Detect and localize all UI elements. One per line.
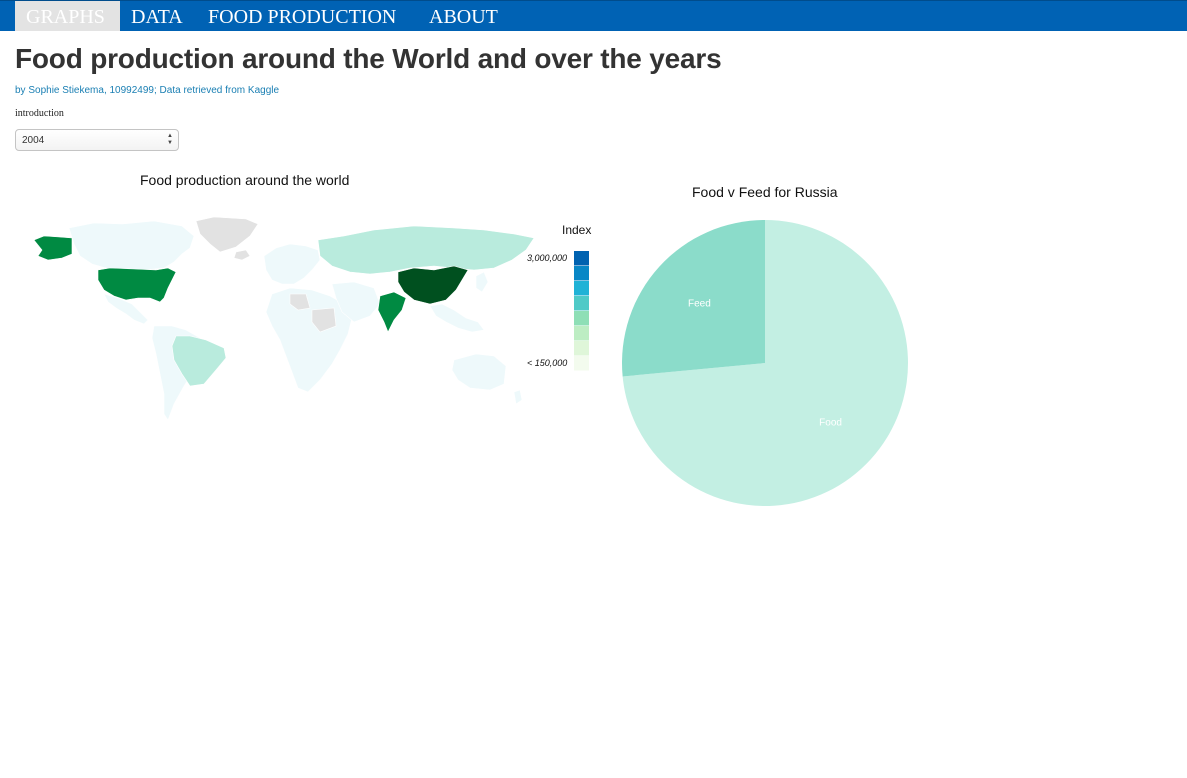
legend-swatch — [574, 326, 589, 341]
legend-swatch — [574, 311, 589, 326]
nav-data[interactable]: DATA — [131, 6, 183, 28]
country-iceland[interactable] — [233, 249, 251, 261]
legend-swatch — [574, 296, 589, 311]
country-india[interactable] — [377, 291, 407, 333]
select-arrows-icon: ▲ ▼ — [167, 133, 173, 146]
page-title: Food production around the World and ove… — [15, 43, 722, 74]
byline: by Sophie Stiekema, 10992499; Data retri… — [15, 85, 280, 96]
country-algeria[interactable] — [289, 293, 311, 311]
legend-max-label: 3,000,000 — [527, 253, 568, 263]
country-southeast-asia[interactable] — [429, 303, 485, 333]
legend-color-scale — [574, 251, 589, 371]
country-japan[interactable] — [475, 271, 489, 293]
legend-title: Index — [562, 223, 592, 237]
year-select-value: 2004 — [22, 135, 45, 146]
country-new-zealand[interactable] — [513, 389, 523, 405]
country-usa[interactable] — [97, 267, 177, 303]
country-mexico[interactable] — [103, 293, 149, 325]
country-australia[interactable] — [451, 353, 507, 391]
country-china[interactable] — [397, 265, 469, 305]
year-select[interactable]: 2004 ▲ ▼ — [15, 129, 179, 151]
legend-swatch — [574, 341, 589, 356]
legend-swatch — [574, 281, 589, 296]
pie-label-feed: Feed — [688, 298, 711, 309]
legend-swatch — [574, 251, 589, 266]
country-russia[interactable] — [317, 225, 535, 275]
country-alaska[interactable] — [33, 235, 73, 261]
legend-swatch — [574, 356, 589, 371]
country-europe[interactable] — [263, 243, 321, 285]
nav-graphs[interactable]: GRAPHS — [15, 1, 120, 31]
pie-chart: Food Feed — [622, 220, 908, 506]
nav-food-production[interactable]: FOOD PRODUCTION — [208, 6, 397, 28]
pie-slice-food[interactable] — [622, 220, 908, 506]
pie-title: Food v Feed for Russia — [692, 184, 838, 200]
country-greenland[interactable] — [195, 216, 259, 253]
legend-swatch — [574, 266, 589, 281]
map-title: Food production around the world — [140, 172, 350, 188]
country-middle-east[interactable] — [331, 281, 381, 323]
legend-min-label: < 150,000 — [527, 358, 568, 368]
pie-label-food: Food — [819, 418, 842, 429]
country-libya[interactable] — [311, 307, 337, 333]
country-canada[interactable] — [68, 220, 195, 271]
pie-slice-feed[interactable] — [622, 220, 765, 377]
intro-text: introduction — [15, 108, 64, 119]
nav-about[interactable]: ABOUT — [429, 6, 498, 28]
navbar: GRAPHS DATA FOOD PRODUCTION ABOUT — [0, 0, 1187, 31]
country-brazil[interactable] — [171, 335, 227, 387]
world-map — [33, 216, 535, 421]
